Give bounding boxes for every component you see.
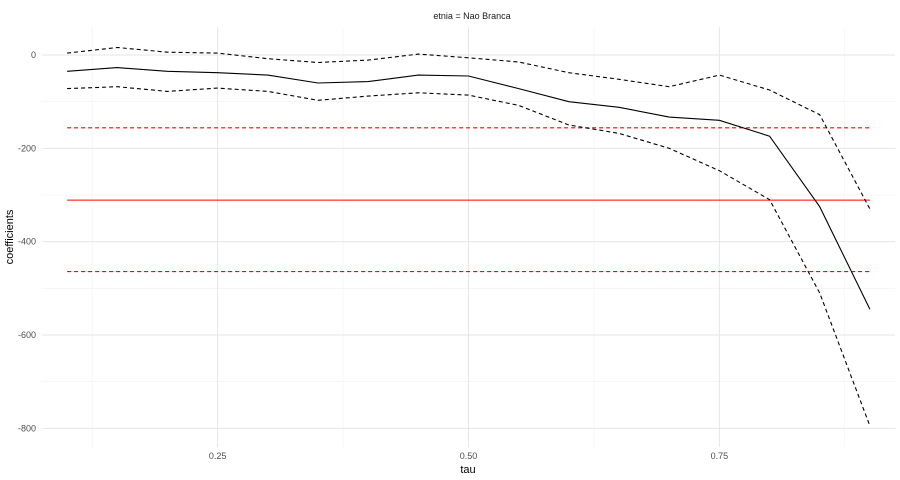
- y-tick-label: -600: [18, 330, 36, 340]
- facet-strip-label: etnia = Nao Branca: [433, 11, 510, 21]
- y-tick-label: -200: [18, 143, 36, 153]
- series-lines: [67, 46, 871, 427]
- y-tick-label: 0: [31, 50, 36, 60]
- y-tick-label: -400: [18, 237, 36, 247]
- hlines: [67, 127, 870, 273]
- x-tick-label: 0.50: [460, 451, 478, 461]
- y-axis-title: coefficients: [4, 209, 16, 264]
- x-tick-label: 0.75: [711, 451, 729, 461]
- quantile-lower-bound-line: [67, 86, 871, 427]
- quantile-upper-bound-line: [67, 46, 871, 210]
- gridlines: [42, 27, 895, 447]
- quantile-estimate-line: [67, 67, 871, 310]
- x-tick-labels: 0.25 0.50 0.75: [209, 451, 728, 461]
- x-axis-title: tau: [460, 464, 475, 476]
- x-tick-label: 0.25: [209, 451, 227, 461]
- y-tick-label: -800: [18, 423, 36, 433]
- y-tick-labels: 0 -200 -400 -600 -800: [18, 50, 36, 433]
